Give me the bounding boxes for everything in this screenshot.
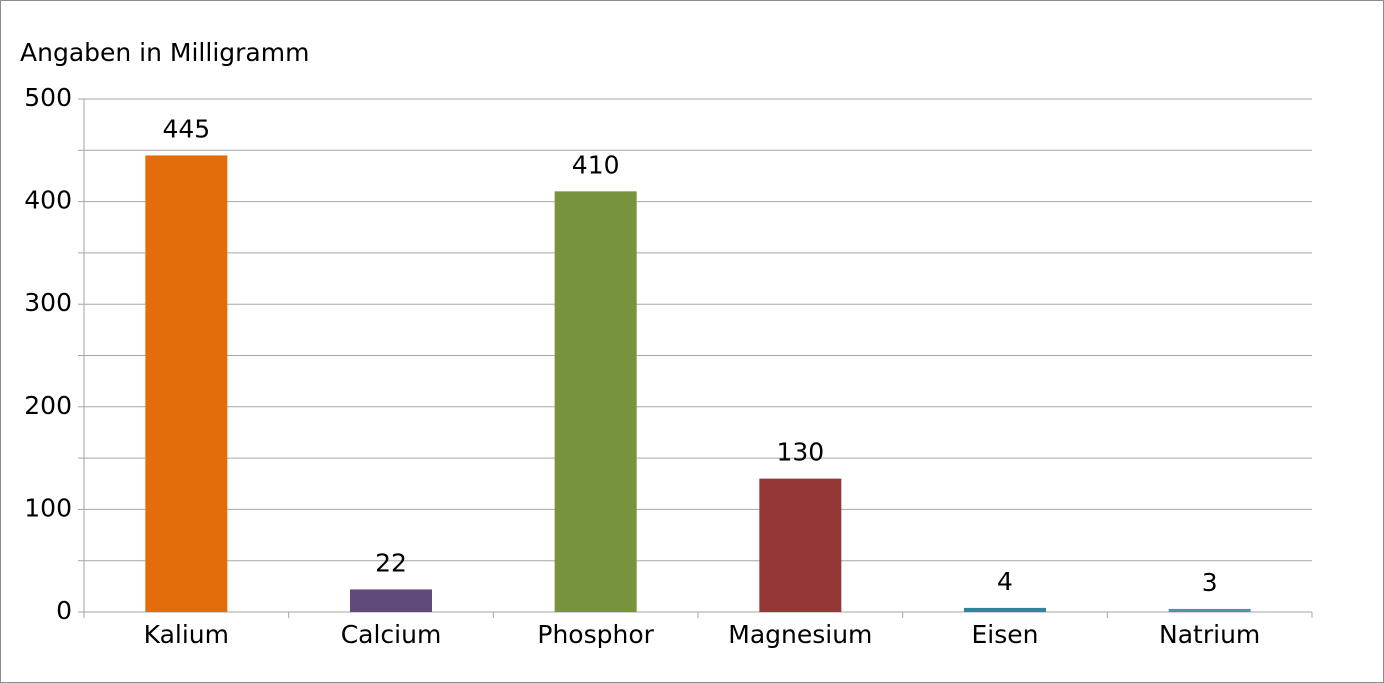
x-tick-label: Phosphor bbox=[537, 620, 654, 649]
value-label: 4 bbox=[997, 567, 1013, 596]
bar bbox=[1168, 608, 1251, 612]
bar bbox=[964, 607, 1046, 612]
x-tick-label: Natrium bbox=[1159, 620, 1260, 649]
chart-title: Angaben in Milligramm bbox=[20, 38, 309, 67]
y-tick-label: 300 bbox=[24, 288, 72, 317]
bar bbox=[350, 589, 432, 612]
value-label: 410 bbox=[572, 150, 620, 179]
value-label: 130 bbox=[776, 438, 824, 467]
bar bbox=[759, 478, 842, 612]
y-tick-label: 100 bbox=[24, 493, 72, 522]
value-label: 22 bbox=[375, 548, 407, 577]
bar bbox=[145, 155, 228, 612]
y-tick-label: 200 bbox=[24, 391, 72, 420]
x-tick-label: Kalium bbox=[144, 620, 229, 649]
x-tick-label: Eisen bbox=[972, 620, 1039, 649]
bar bbox=[554, 191, 637, 612]
value-label: 445 bbox=[162, 114, 210, 143]
y-tick-label: 400 bbox=[24, 186, 72, 215]
x-tick-label: Calcium bbox=[341, 620, 442, 649]
y-tick-label: 0 bbox=[56, 596, 72, 625]
value-label: 3 bbox=[1202, 568, 1218, 597]
y-tick-label: 500 bbox=[24, 83, 72, 112]
x-tick-label: Magnesium bbox=[728, 620, 872, 649]
